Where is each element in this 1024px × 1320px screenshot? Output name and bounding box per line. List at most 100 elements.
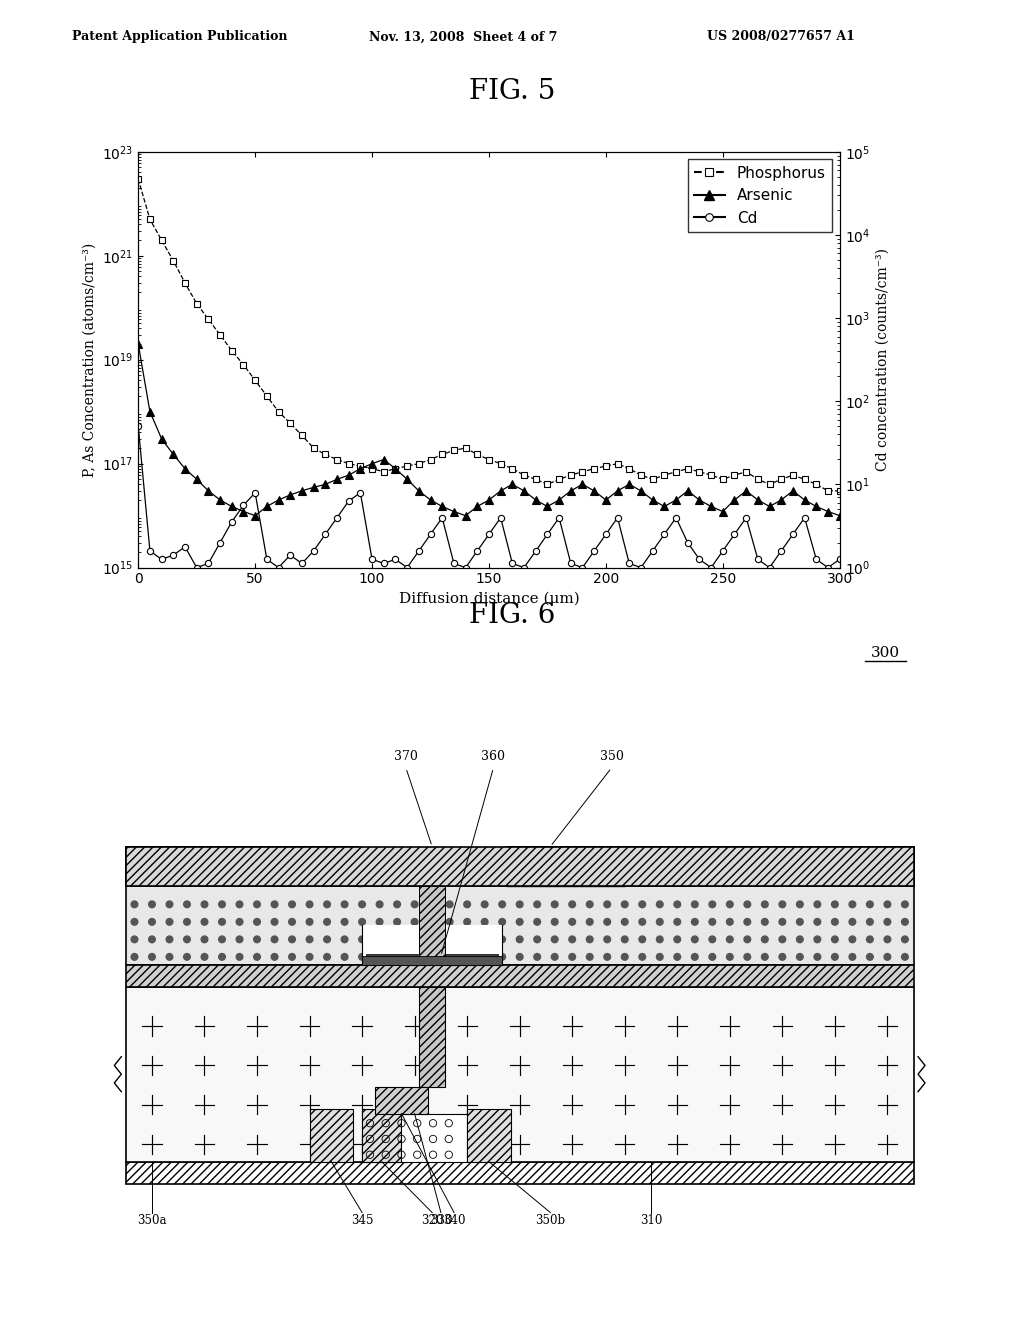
Circle shape	[219, 936, 225, 942]
Circle shape	[709, 953, 716, 960]
Circle shape	[376, 919, 383, 925]
Circle shape	[691, 919, 698, 925]
Circle shape	[166, 919, 173, 925]
Circle shape	[534, 953, 541, 960]
Circle shape	[709, 936, 716, 942]
Circle shape	[148, 902, 156, 908]
Circle shape	[797, 953, 803, 960]
Circle shape	[183, 902, 190, 908]
Circle shape	[639, 936, 645, 942]
Circle shape	[289, 919, 295, 925]
Circle shape	[324, 936, 331, 942]
Circle shape	[254, 936, 260, 942]
Circle shape	[797, 919, 803, 925]
Circle shape	[762, 936, 768, 942]
Circle shape	[674, 953, 681, 960]
Bar	[309, 1109, 353, 1162]
Circle shape	[551, 919, 558, 925]
Circle shape	[814, 902, 820, 908]
Bar	[419, 886, 445, 965]
Circle shape	[516, 919, 523, 925]
Circle shape	[219, 902, 225, 908]
Circle shape	[534, 936, 541, 942]
Text: 300: 300	[871, 647, 900, 660]
Circle shape	[183, 953, 190, 960]
Bar	[126, 846, 357, 886]
Circle shape	[376, 936, 383, 942]
Circle shape	[446, 936, 453, 942]
Circle shape	[516, 902, 523, 908]
Circle shape	[656, 953, 664, 960]
Circle shape	[639, 919, 645, 925]
Circle shape	[866, 919, 873, 925]
Bar	[362, 1109, 401, 1162]
Text: Nov. 13, 2008  Sheet 4 of 7: Nov. 13, 2008 Sheet 4 of 7	[369, 30, 557, 44]
Bar	[362, 956, 502, 965]
Circle shape	[429, 936, 435, 942]
Circle shape	[464, 936, 470, 942]
Text: US 2008/0277657 A1: US 2008/0277657 A1	[707, 30, 854, 44]
Circle shape	[254, 953, 260, 960]
Circle shape	[306, 936, 313, 942]
Circle shape	[306, 953, 313, 960]
Circle shape	[289, 953, 295, 960]
Circle shape	[551, 902, 558, 908]
Circle shape	[201, 902, 208, 908]
Circle shape	[884, 902, 891, 908]
Circle shape	[237, 953, 243, 960]
Circle shape	[814, 953, 820, 960]
Circle shape	[587, 953, 593, 960]
Circle shape	[866, 902, 873, 908]
Circle shape	[341, 902, 348, 908]
Circle shape	[831, 953, 839, 960]
Text: 330: 330	[430, 1214, 453, 1228]
Circle shape	[148, 919, 156, 925]
Text: 350a: 350a	[137, 1214, 167, 1228]
Circle shape	[534, 919, 541, 925]
Circle shape	[709, 902, 716, 908]
Circle shape	[131, 919, 138, 925]
Circle shape	[376, 902, 383, 908]
Text: 370: 370	[394, 750, 418, 763]
Circle shape	[674, 936, 681, 942]
Circle shape	[691, 936, 698, 942]
Circle shape	[289, 936, 295, 942]
Circle shape	[587, 902, 593, 908]
Circle shape	[306, 902, 313, 908]
Circle shape	[814, 919, 820, 925]
Circle shape	[148, 936, 156, 942]
Circle shape	[622, 902, 628, 908]
Circle shape	[604, 902, 610, 908]
Y-axis label: P, As Concentration (atoms/cm⁻³): P, As Concentration (atoms/cm⁻³)	[82, 243, 96, 477]
Circle shape	[884, 953, 891, 960]
Circle shape	[779, 936, 785, 942]
Circle shape	[429, 953, 435, 960]
Circle shape	[131, 953, 138, 960]
Circle shape	[814, 936, 820, 942]
Circle shape	[569, 919, 575, 925]
Circle shape	[446, 919, 453, 925]
Circle shape	[358, 919, 366, 925]
Circle shape	[254, 902, 260, 908]
Circle shape	[166, 953, 173, 960]
Polygon shape	[357, 846, 362, 886]
Circle shape	[744, 953, 751, 960]
Bar	[126, 886, 913, 965]
Circle shape	[306, 919, 313, 925]
X-axis label: Diffusion distance (μm): Diffusion distance (μm)	[398, 591, 580, 606]
Text: FIG. 5: FIG. 5	[469, 78, 555, 106]
Circle shape	[569, 936, 575, 942]
Circle shape	[341, 919, 348, 925]
Circle shape	[358, 902, 366, 908]
Circle shape	[779, 919, 785, 925]
Circle shape	[341, 936, 348, 942]
Circle shape	[866, 936, 873, 942]
Circle shape	[499, 936, 506, 942]
Circle shape	[166, 936, 173, 942]
Circle shape	[901, 936, 908, 942]
Circle shape	[849, 902, 856, 908]
Text: 345: 345	[351, 1214, 374, 1228]
Circle shape	[569, 902, 575, 908]
Bar	[362, 1114, 467, 1162]
Circle shape	[726, 953, 733, 960]
